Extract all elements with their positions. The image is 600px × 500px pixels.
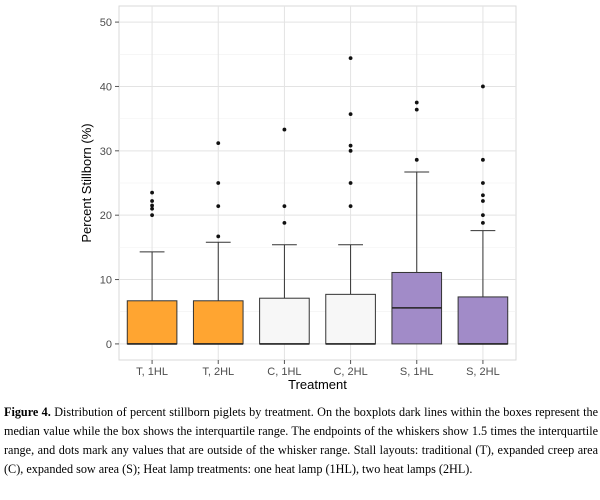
- box-group: [192, 141, 244, 345]
- box-group: [391, 100, 443, 345]
- outlier-point: [282, 204, 287, 209]
- outlier-point: [481, 84, 485, 89]
- outlier-point: [481, 157, 485, 162]
- outlier-point: [150, 199, 154, 203]
- outlier-point: [216, 234, 221, 239]
- outlier-point: [150, 203, 154, 208]
- box: [457, 296, 509, 345]
- box-group: [457, 84, 509, 345]
- y-tick-label: 20: [100, 210, 112, 222]
- boxplot-chart: 0 10 20 30 40 50 T, 1HL T, 2HL C, 1HL C, 2HL S, 1…: [79, 5, 517, 392]
- y-tick-label: 30: [100, 146, 112, 158]
- outlier-point: [216, 204, 221, 209]
- outlier-point: [481, 199, 485, 203]
- outlier-point: [414, 157, 419, 162]
- outlier-point: [481, 213, 485, 218]
- y-axis-title: Percent Stillborn (%): [79, 123, 94, 242]
- outlier-point: [481, 193, 485, 198]
- box-group: [259, 127, 310, 345]
- outlier-point: [150, 190, 154, 195]
- outlier-point: [348, 181, 353, 185]
- outlier-point: [481, 221, 485, 225]
- x-tick-label: S, 1HL: [400, 366, 434, 378]
- outlier-point: [348, 148, 353, 153]
- x-tick-label: T, 1HL: [136, 366, 168, 378]
- y-tick-label: 40: [100, 81, 112, 93]
- outlier-point: [216, 141, 221, 145]
- boxes: [126, 56, 509, 345]
- box-group: [126, 190, 178, 345]
- x-tick-label: C, 2HL: [333, 366, 367, 378]
- x-axis-title: Treatment: [288, 377, 347, 392]
- outlier-point: [282, 221, 287, 225]
- x-axis-ticks: T, 1HL T, 2HL C, 1HL C, 2HL S, 1HL S, 2HL: [136, 360, 500, 378]
- outlier-point: [150, 206, 154, 211]
- y-tick-label: 0: [106, 339, 112, 351]
- outlier-point: [348, 204, 353, 209]
- box: [126, 300, 178, 345]
- outlier-point: [282, 127, 287, 132]
- box: [325, 293, 376, 345]
- box: [192, 300, 244, 345]
- outlier-point: [348, 56, 353, 61]
- outlier-point: [348, 112, 353, 117]
- x-tick-label: S, 2HL: [466, 366, 500, 378]
- y-tick-label: 50: [100, 17, 112, 29]
- y-axis-ticks: 0 10 20 30 40 50: [100, 17, 119, 351]
- outlier-point: [216, 181, 221, 185]
- figure-caption-text: Distribution of percent stillborn piglet…: [4, 405, 599, 476]
- figure-caption-label: Figure 4.: [4, 405, 51, 419]
- outlier-point: [414, 107, 419, 112]
- box: [259, 297, 310, 345]
- figure-caption: Figure 4. Distribution of percent stillb…: [4, 403, 598, 479]
- outlier-point: [348, 143, 353, 148]
- box-group: [325, 56, 376, 345]
- grid-lines: [119, 6, 516, 360]
- outlier-point: [481, 181, 485, 185]
- y-tick-label: 10: [100, 275, 112, 287]
- outlier-point: [414, 100, 419, 105]
- x-tick-label: T, 2HL: [202, 366, 234, 378]
- outlier-point: [150, 213, 154, 218]
- x-tick-label: C, 1HL: [267, 366, 301, 378]
